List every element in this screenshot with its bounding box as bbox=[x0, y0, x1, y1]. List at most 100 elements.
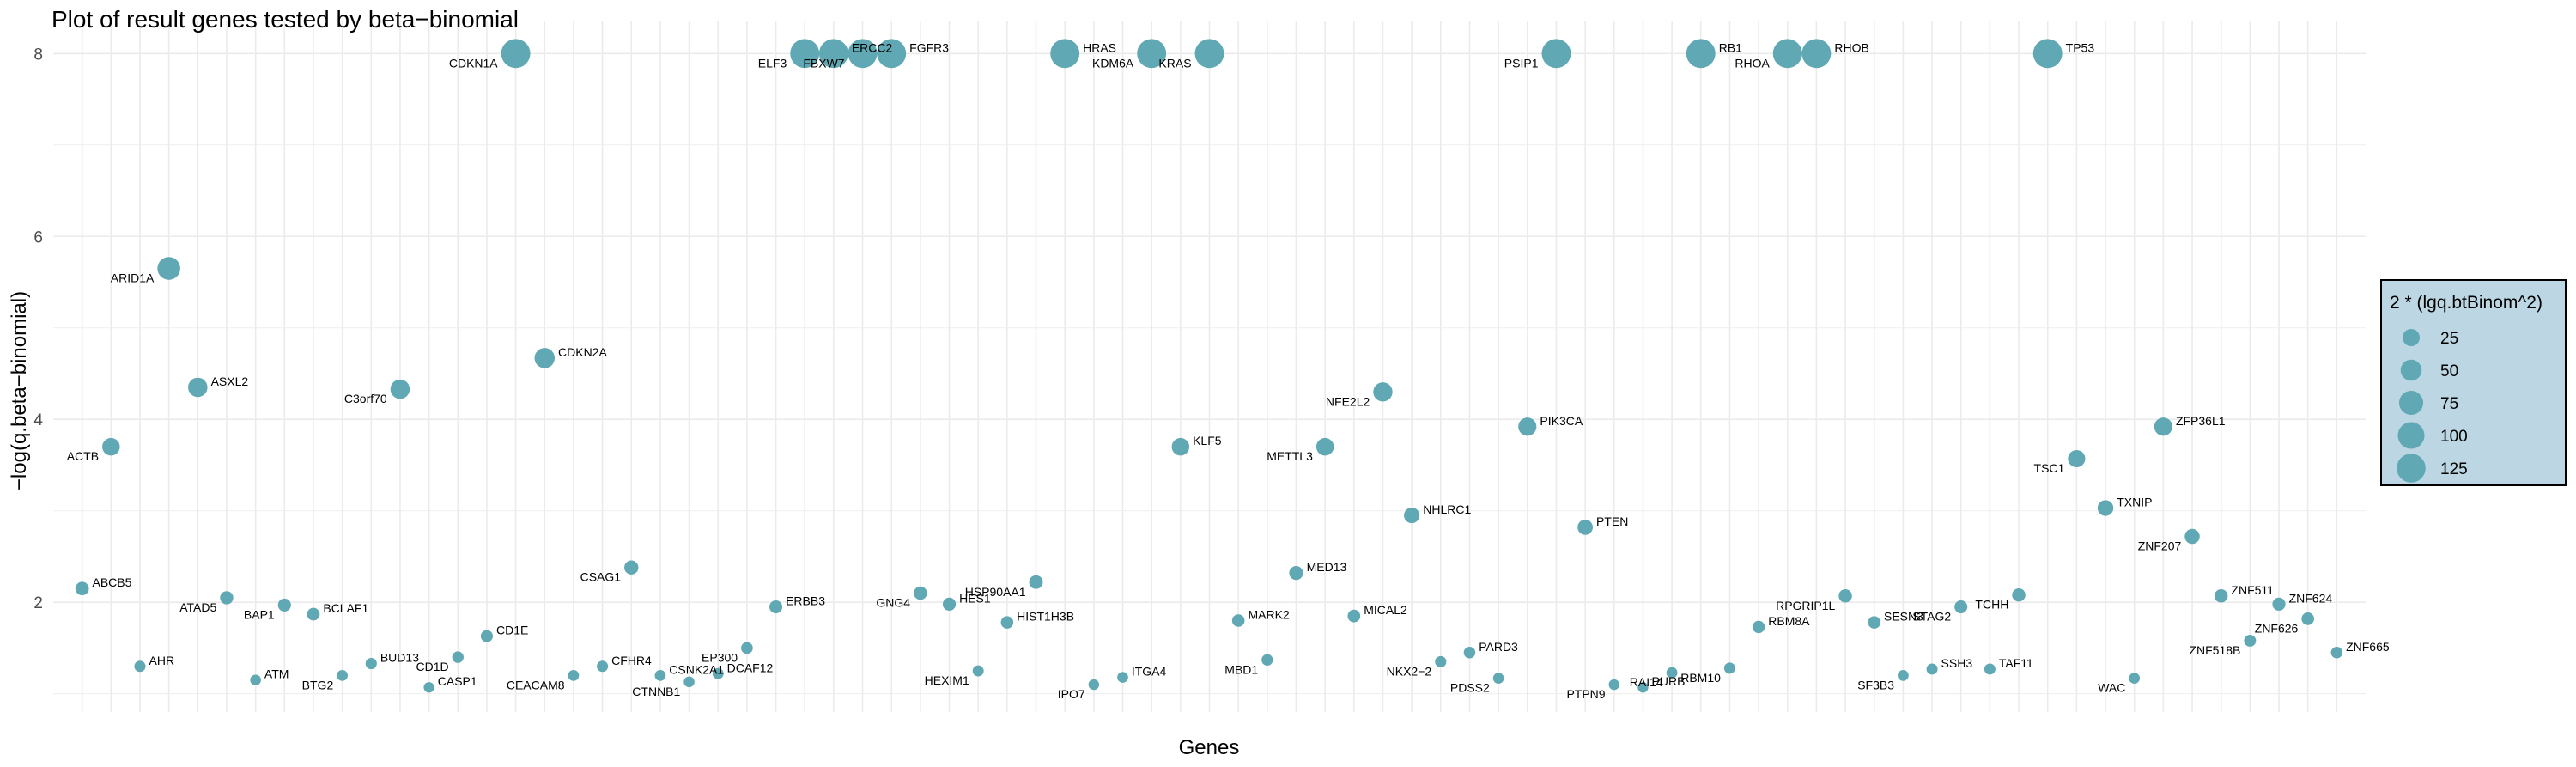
point-labels: ABCB5 ACTB AHR ARID1A ASXL2 ATAD5 ATM BAP1 BCLAF… bbox=[67, 40, 2390, 701]
data-point bbox=[1404, 507, 1420, 524]
data-point bbox=[1984, 663, 1996, 675]
point-label: PTPN9 bbox=[1566, 687, 1605, 701]
data-point bbox=[1926, 663, 1938, 675]
point-label: FGFR3 bbox=[909, 40, 949, 54]
legend-label: 50 bbox=[2440, 362, 2458, 380]
point-label: TXNIP bbox=[2117, 496, 2152, 509]
legend-box bbox=[2380, 279, 2567, 486]
point-label: ZNF626 bbox=[2255, 621, 2299, 635]
point-label: TSC1 bbox=[2034, 461, 2065, 475]
point-label: TCHH bbox=[1975, 598, 2008, 612]
point-label: MICAL2 bbox=[1364, 603, 1407, 617]
legend-label: 75 bbox=[2440, 395, 2458, 413]
point-label: RHOB bbox=[1834, 40, 1868, 54]
point-label: KLF5 bbox=[1193, 434, 1222, 447]
data-point bbox=[1492, 673, 1504, 684]
y-tick-label: 8 bbox=[33, 46, 43, 64]
data-point bbox=[134, 660, 146, 673]
data-points bbox=[75, 39, 2343, 693]
data-point bbox=[2154, 417, 2172, 436]
data-point bbox=[712, 667, 724, 679]
data-point bbox=[1666, 667, 1678, 679]
data-point bbox=[1117, 672, 1128, 683]
point-label: TP53 bbox=[2066, 40, 2095, 54]
legend-label: 25 bbox=[2440, 330, 2458, 348]
point-label: BAP1 bbox=[244, 607, 275, 621]
point-label: BTG2 bbox=[302, 678, 334, 691]
x-axis-title: Genes bbox=[1179, 736, 1240, 759]
point-label: CFHR4 bbox=[611, 654, 652, 667]
data-point bbox=[769, 600, 783, 614]
point-label: PARD3 bbox=[1479, 640, 1518, 654]
data-point bbox=[1954, 600, 1968, 614]
point-label: HSP90AA1 bbox=[965, 585, 1026, 599]
legend-key bbox=[2403, 329, 2420, 346]
data-point bbox=[250, 674, 261, 686]
data-point bbox=[1838, 589, 1852, 603]
data-point bbox=[102, 437, 120, 456]
legend-label: 125 bbox=[2440, 460, 2468, 478]
data-point bbox=[1541, 39, 1571, 69]
data-point bbox=[1373, 382, 1393, 402]
point-label: PTEN bbox=[1596, 514, 1628, 528]
data-point bbox=[2129, 673, 2141, 684]
data-point bbox=[1868, 616, 1881, 629]
point-label: NFE2L2 bbox=[1326, 394, 1370, 408]
point-label: RB1 bbox=[1719, 40, 1742, 54]
point-label: KDM6A bbox=[1092, 56, 1134, 70]
point-label: CSAG1 bbox=[580, 570, 622, 584]
point-label: PURB bbox=[1652, 674, 1686, 688]
legend-title: 2 * (lgq.btBinom^2) bbox=[2390, 293, 2543, 313]
data-point bbox=[1029, 575, 1043, 589]
data-point bbox=[2301, 612, 2315, 625]
data-point bbox=[654, 670, 666, 681]
data-point bbox=[848, 39, 878, 69]
data-point bbox=[480, 630, 493, 642]
point-label: SESN3 bbox=[1884, 610, 1923, 624]
point-label: AHR bbox=[149, 654, 175, 667]
point-label: FBXW7 bbox=[803, 56, 844, 70]
point-label: CEACAM8 bbox=[507, 678, 565, 691]
data-point bbox=[1194, 39, 1224, 69]
data-point bbox=[972, 665, 984, 677]
point-label: MED13 bbox=[1307, 560, 1347, 574]
data-point bbox=[423, 682, 434, 693]
point-label: CDKN2A bbox=[558, 345, 607, 359]
point-label: ATAD5 bbox=[179, 600, 216, 614]
point-label: CSNK2A1 bbox=[669, 662, 724, 676]
data-point bbox=[1686, 39, 1716, 69]
point-label: ACTB bbox=[67, 449, 99, 463]
point-label: NKX2−2 bbox=[1387, 664, 1432, 678]
legend-label: 100 bbox=[2440, 428, 2468, 446]
legend: 2 * (lgq.btBinom^2) 25 50 75 100 125 bbox=[2380, 279, 2567, 486]
point-label: ERBB3 bbox=[786, 594, 825, 608]
point-label: ZNF665 bbox=[2346, 640, 2390, 654]
point-label: DCAF12 bbox=[727, 660, 774, 674]
grid-lines bbox=[53, 21, 2366, 712]
point-label: MBD1 bbox=[1224, 662, 1258, 676]
chart-title: Plot of result genes tested by beta−bino… bbox=[52, 6, 519, 33]
data-point bbox=[1577, 520, 1593, 535]
data-point bbox=[390, 379, 410, 399]
point-label: RHOA bbox=[1735, 56, 1770, 70]
y-axis-title: −log(q.beta−binomial) bbox=[8, 291, 31, 490]
data-point bbox=[1171, 437, 1190, 456]
data-point bbox=[1347, 609, 1361, 623]
data-point bbox=[568, 670, 580, 681]
point-label: ITGA4 bbox=[1132, 665, 1167, 679]
data-point bbox=[2097, 500, 2114, 516]
point-label: CTNNB1 bbox=[632, 685, 680, 698]
data-point bbox=[307, 607, 320, 621]
data-point bbox=[914, 586, 927, 600]
point-label: BUD13 bbox=[380, 651, 419, 665]
point-label: HES1 bbox=[959, 591, 991, 605]
data-point bbox=[452, 651, 464, 663]
point-label: ERCC2 bbox=[852, 40, 893, 54]
point-label: WAC bbox=[2098, 681, 2125, 695]
legend-key bbox=[2397, 422, 2425, 449]
point-label: CD1E bbox=[496, 624, 528, 637]
data-point bbox=[1463, 647, 1476, 659]
data-point bbox=[220, 591, 234, 605]
point-label: EP300 bbox=[702, 650, 738, 664]
